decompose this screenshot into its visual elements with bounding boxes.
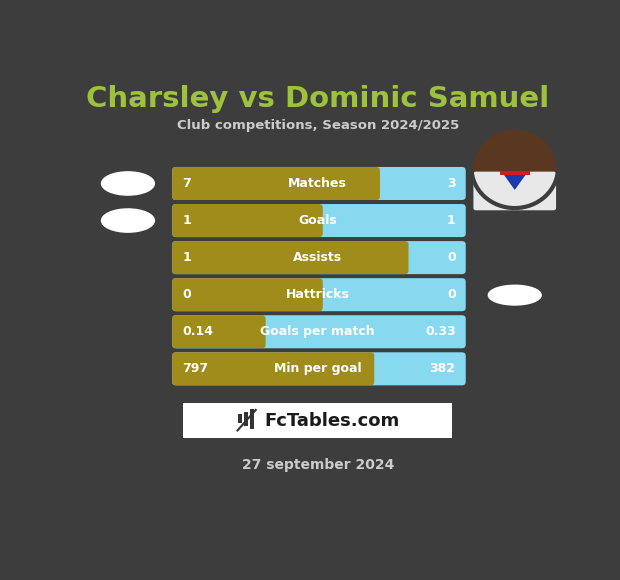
- Text: Matches: Matches: [288, 177, 347, 190]
- Text: 382: 382: [430, 362, 456, 375]
- Text: Club competitions, Season 2024/2025: Club competitions, Season 2024/2025: [177, 119, 459, 132]
- FancyBboxPatch shape: [250, 409, 254, 429]
- Text: 0: 0: [447, 288, 456, 301]
- FancyBboxPatch shape: [172, 204, 323, 237]
- Text: 1: 1: [447, 214, 456, 227]
- Text: 0.33: 0.33: [425, 325, 456, 338]
- FancyBboxPatch shape: [172, 278, 466, 311]
- Text: 1: 1: [182, 251, 191, 264]
- Ellipse shape: [489, 285, 541, 305]
- FancyBboxPatch shape: [172, 316, 265, 348]
- Circle shape: [471, 128, 558, 208]
- Polygon shape: [502, 172, 528, 190]
- FancyBboxPatch shape: [474, 172, 556, 211]
- FancyBboxPatch shape: [172, 316, 466, 348]
- Text: Goals per match: Goals per match: [260, 325, 375, 338]
- Text: 3: 3: [447, 177, 456, 190]
- Text: Assists: Assists: [293, 251, 342, 264]
- Text: 0: 0: [182, 288, 191, 301]
- FancyBboxPatch shape: [172, 241, 466, 274]
- Text: Hattricks: Hattricks: [286, 288, 350, 301]
- FancyBboxPatch shape: [172, 241, 409, 274]
- FancyBboxPatch shape: [244, 412, 248, 426]
- Text: 27 september 2024: 27 september 2024: [242, 458, 394, 472]
- Text: 797: 797: [182, 362, 208, 375]
- FancyBboxPatch shape: [172, 352, 466, 385]
- Text: 0: 0: [447, 251, 456, 264]
- Text: Charsley vs Dominic Samuel: Charsley vs Dominic Samuel: [86, 85, 549, 113]
- FancyBboxPatch shape: [172, 167, 380, 200]
- Ellipse shape: [102, 209, 154, 232]
- FancyBboxPatch shape: [172, 167, 466, 200]
- FancyBboxPatch shape: [172, 352, 374, 385]
- FancyBboxPatch shape: [172, 278, 323, 311]
- Text: 7: 7: [182, 177, 191, 190]
- Text: Goals: Goals: [298, 214, 337, 227]
- FancyBboxPatch shape: [184, 403, 453, 438]
- FancyBboxPatch shape: [500, 171, 530, 175]
- Text: 0.14: 0.14: [182, 325, 213, 338]
- FancyBboxPatch shape: [239, 414, 242, 423]
- Text: Min per goal: Min per goal: [274, 362, 361, 375]
- Text: 1: 1: [182, 214, 191, 227]
- FancyBboxPatch shape: [172, 204, 466, 237]
- Text: FcTables.com: FcTables.com: [265, 412, 400, 430]
- Ellipse shape: [102, 172, 154, 195]
